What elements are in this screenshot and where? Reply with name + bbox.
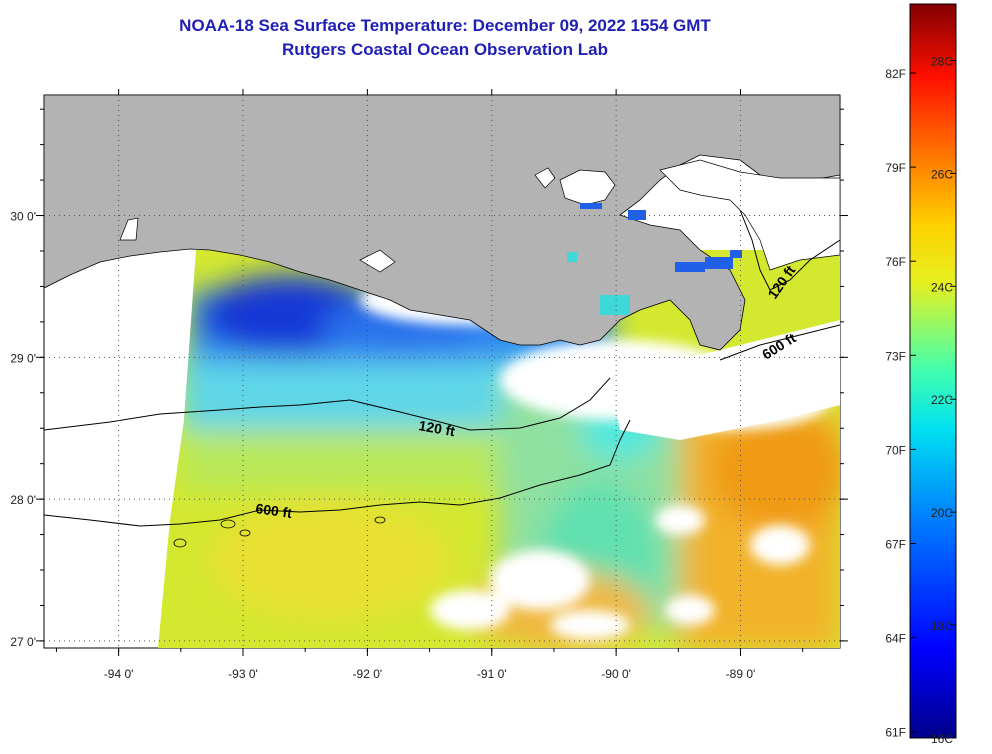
colorbar-fahrenheit-label: 61F [885,726,906,740]
graticule [44,95,840,648]
lat-tick-label: 30 0' [10,210,36,224]
colorbar-fahrenheit-label: 76F [885,255,906,269]
lon-tick-label: -94 0' [104,667,134,681]
colorbar-fahrenheit-label: 73F [885,349,906,363]
colorbar-celsius-label: 26C [931,167,953,181]
inland-lake [119,217,139,241]
contour-600ft-west [44,419,631,527]
inland-lake [534,167,556,189]
colorbar-fahrenheit-label: 82F [885,67,906,81]
colorbar-celsius-label: 16C [931,732,953,746]
map-title: NOAA-18 Sea Surface Temperature: Decembe… [179,16,711,35]
contour-120ft-west [44,377,611,431]
mississippi-sound [659,159,840,271]
contour-120ft-east [739,209,840,291]
lon-tick-label: -93 0' [228,667,258,681]
colorbar-fahrenheit-label: 70F [885,443,906,457]
lon-tick-label: -91 0' [477,667,507,681]
colorbar [909,3,957,739]
lake-pontchartrain [559,169,616,206]
colorbar-fahrenheit-label: 64F [885,632,906,646]
lat-tick-label: 29 0' [10,351,36,365]
colorbar-celsius-label: 18C [931,619,953,633]
colorbar-celsius-label: 22C [931,393,953,407]
lon-tick-label: -92 0' [353,667,383,681]
colorbar-celsius-label: 28C [931,54,953,68]
colorbar-celsius-label: 20C [931,506,953,520]
colorbar-fahrenheit-label: 67F [885,538,906,552]
map-subtitle: Rutgers Coastal Ocean Observation Lab [282,40,608,59]
lat-tick-label: 28 0' [10,493,36,507]
contour-label-120ft-west: 120 ft [417,417,456,439]
lon-tick-label: -90 0' [601,667,631,681]
lat-tick-label: 27 0' [10,635,36,649]
contour-600ft-east [719,324,840,361]
contour-label-600ft-west: 600 ft [255,500,294,521]
lon-tick-label: -89 0' [726,667,756,681]
colorbar-celsius-label: 24C [931,280,953,294]
inland-lake [359,249,396,273]
colorbar-fahrenheit-label: 79F [885,161,906,175]
